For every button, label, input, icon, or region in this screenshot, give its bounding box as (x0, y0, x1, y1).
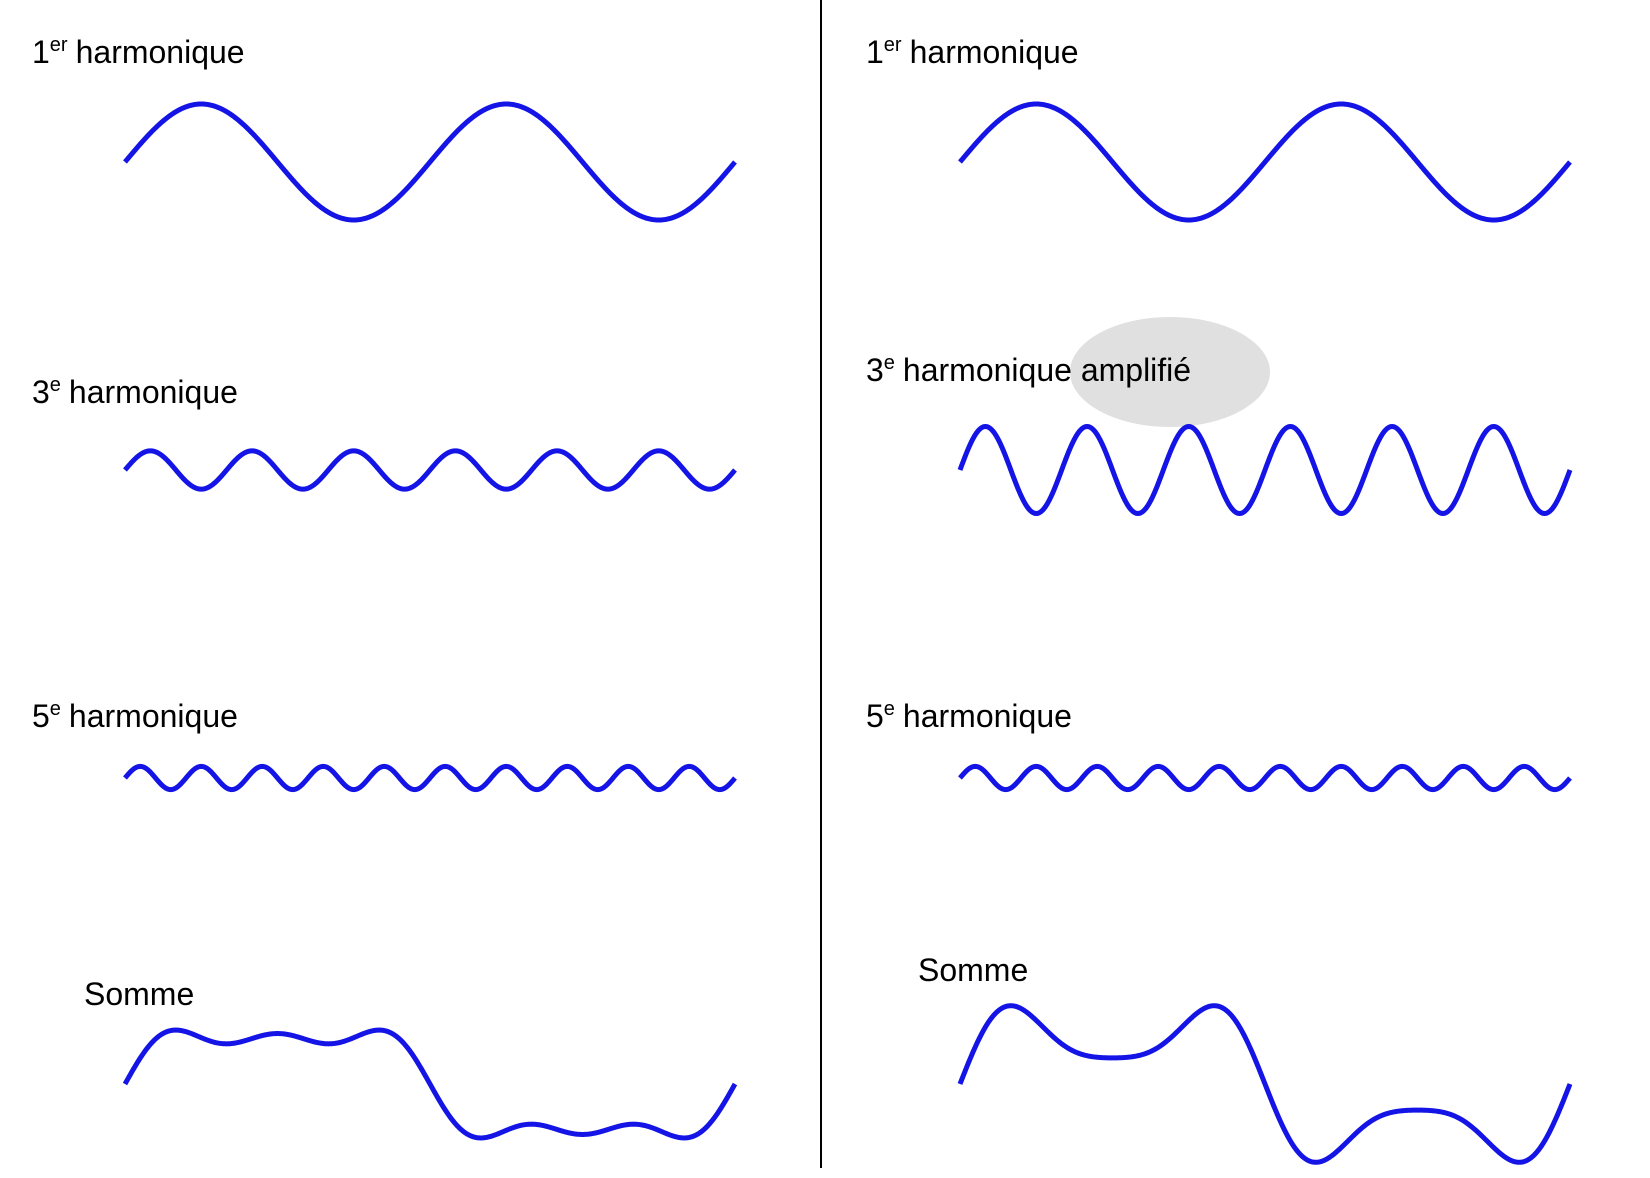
label-suffix: e (49, 698, 61, 720)
label-word: harmonique (909, 34, 1079, 70)
label-number: 5 (32, 698, 50, 734)
label-number: 1 (32, 34, 50, 70)
label-word: harmonique (75, 34, 245, 70)
label-number: 1 (866, 34, 884, 70)
label-left-sum: Somme (84, 976, 195, 1012)
center-divider (820, 0, 822, 1168)
label-suffix: e (883, 352, 895, 374)
label-right-harmonic-1: 1er harmonique (866, 34, 1079, 70)
label-right-sum: Somme (918, 952, 1029, 988)
right-harmonic-5-wave (958, 763, 1572, 793)
label-left-harmonic-1: 1er harmonique (32, 34, 245, 70)
label-left-harmonic-5: 5e harmonique (32, 698, 238, 734)
left-harmonic-1-wave (123, 101, 737, 223)
left-harmonic-5-wave (123, 763, 737, 793)
left-sum-wave (122, 1027, 738, 1141)
label-number: 3 (866, 352, 884, 388)
right-harmonic-3-amplified-wave (957, 424, 1573, 516)
label-number: 5 (866, 698, 884, 734)
label-right-harmonic-3-amplified: 3e harmonique amplifié (866, 352, 1192, 388)
label-suffix: er (49, 34, 68, 56)
label-word: harmonique (902, 698, 1072, 734)
label-word: harmonique (68, 698, 238, 734)
label-right-harmonic-5: 5e harmonique (866, 698, 1072, 734)
label-word: harmonique (68, 374, 238, 410)
label-number: 3 (32, 374, 50, 410)
label-suffix: e (883, 698, 895, 720)
label-left-harmonic-3: 3e harmonique (32, 374, 238, 410)
label-word: harmonique amplifié (902, 352, 1192, 388)
label-suffix: e (49, 374, 61, 396)
label-suffix: er (883, 34, 902, 56)
highlight-ellipse (1070, 317, 1270, 427)
right-sum-wave (957, 1003, 1573, 1165)
left-harmonic-3-wave (123, 448, 737, 492)
right-harmonic-1-wave (958, 101, 1572, 223)
